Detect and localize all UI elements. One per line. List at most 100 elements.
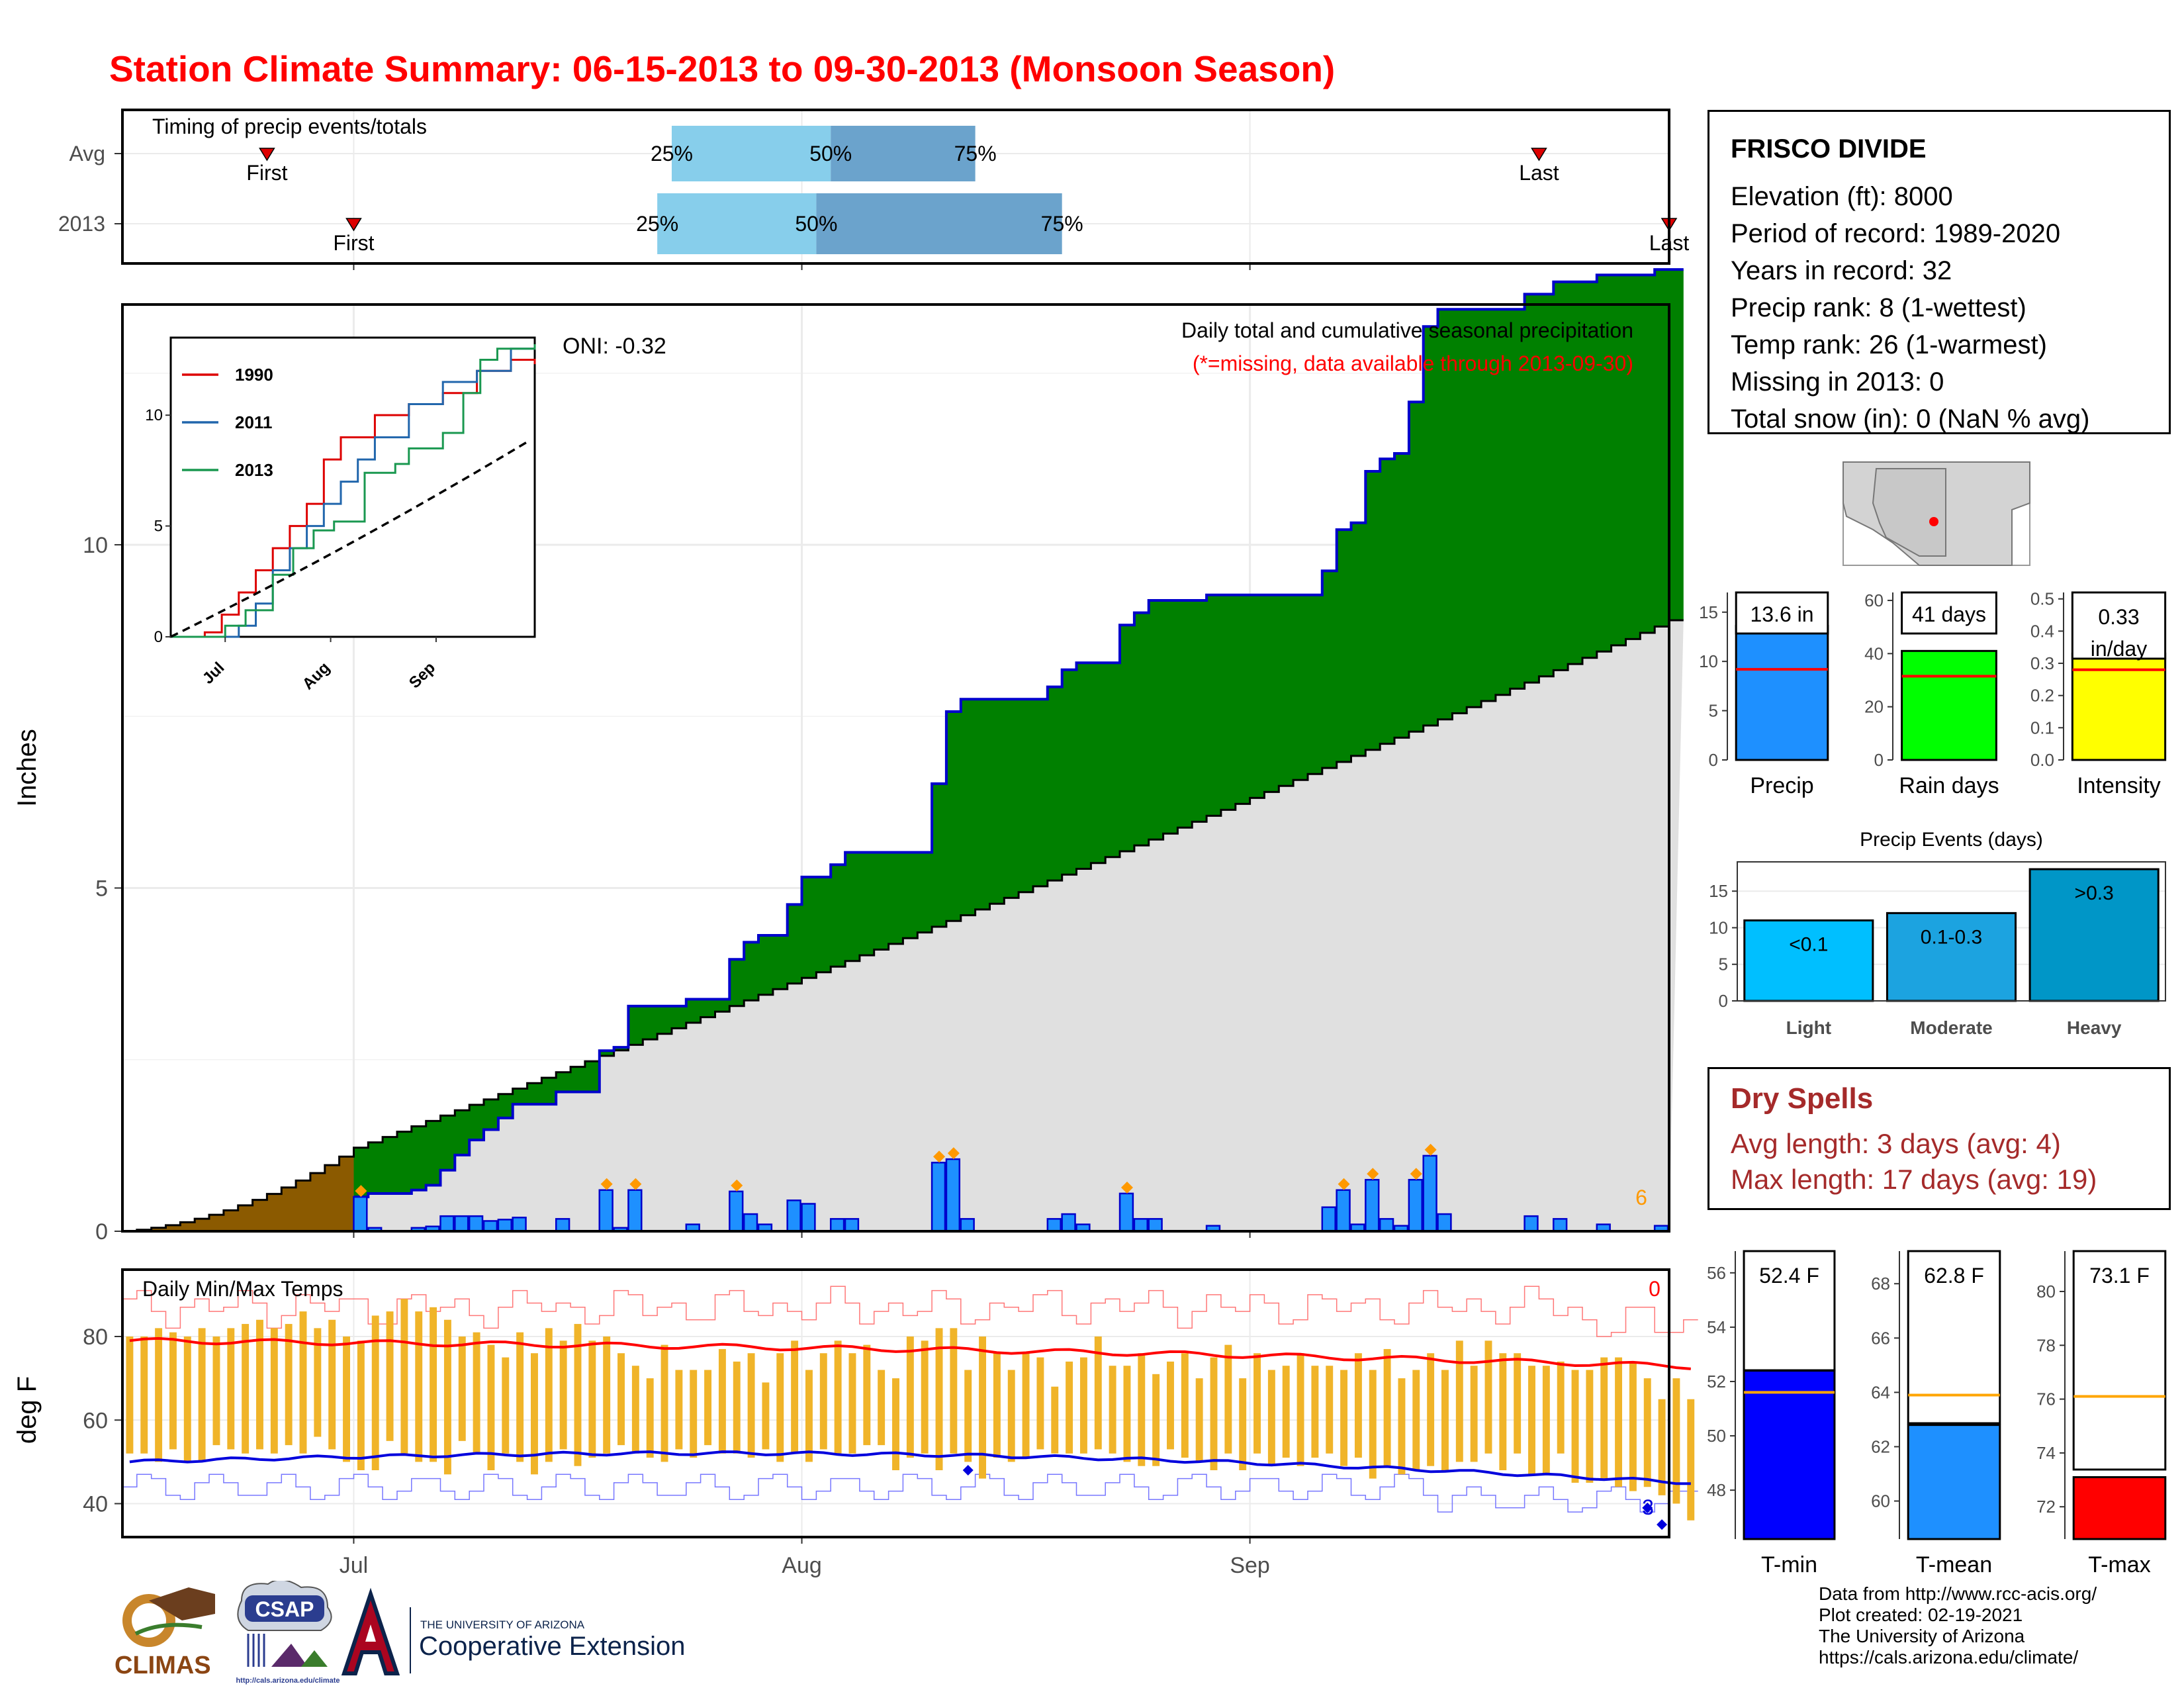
inset-legend-label: 2013	[235, 460, 273, 480]
daily-precip-bar	[1133, 1218, 1148, 1233]
temp-y-tick-label: 60	[83, 1408, 108, 1433]
tmin-summary-bar	[1743, 1370, 1836, 1540]
daily-temp-bar	[1658, 1399, 1666, 1495]
daily-temp-bar	[1326, 1366, 1334, 1454]
tmin-summary-label: T-min	[1761, 1552, 1817, 1577]
precip-summary-bar	[1735, 625, 1829, 761]
climas-logo: CLIMAS	[114, 1587, 215, 1679]
rain-days-summary-value-box	[1901, 591, 1997, 635]
daily-temp-bar	[198, 1328, 206, 1462]
station-period: Period of record: 1989-2020	[1731, 219, 2061, 248]
precip-events-y-tick-label: 0	[1719, 991, 1728, 1011]
university-of-arizona-logo: THE UNIVERSITY OF ARIZONA Cooperative Ex…	[341, 1587, 685, 1675]
timing-bar-50-75	[816, 193, 1062, 254]
temp-y-axis-title: deg F	[13, 1376, 42, 1444]
daily-temp-bar	[1398, 1378, 1406, 1475]
station-snow: Total snow (in): 0 (NaN % avg)	[1731, 404, 2090, 434]
daily-temp-bar	[227, 1328, 235, 1450]
daily-temp-bar	[1427, 1353, 1435, 1466]
rain-days-summary-y-tick-label: 20	[1864, 697, 1884, 717]
timing-bar-50-75	[831, 126, 976, 181]
daily-temp-bar	[1412, 1370, 1420, 1470]
intensity-summary-y-tick-label: 0.2	[2030, 686, 2054, 706]
precip-events-border	[1737, 861, 2166, 1002]
rain-days-summary-y-tick-label: 60	[1864, 590, 1884, 610]
daily-precip-bar	[844, 1218, 860, 1233]
daily-temp-bar	[1383, 1348, 1391, 1466]
main-legend-line2: (*=missing, data available through 2013-…	[1193, 352, 1633, 375]
main-y-axis-title: Inches	[13, 729, 42, 807]
precip-events-category: Moderate	[1910, 1017, 1992, 1038]
timing-row-label: 2013	[58, 212, 105, 236]
daily-temp-bar	[1455, 1340, 1463, 1462]
avg-min-temp-line	[129, 1450, 1691, 1485]
daily-temp-bar	[559, 1340, 567, 1450]
daily-precip-bar	[1437, 1213, 1452, 1233]
intensity-summary-y-tick-label: 0.3	[2030, 653, 2054, 673]
temp-y-tick-label: 40	[83, 1492, 108, 1517]
daily-temp-bar	[791, 1340, 799, 1454]
daily-temp-bar	[126, 1336, 134, 1454]
daily-precip-bar	[960, 1218, 975, 1233]
daily-temp-bar	[646, 1378, 654, 1458]
daily-record-marker	[1120, 1181, 1133, 1194]
temperature-panel: Daily Min/Max Temps 0 3 40 60 80 deg F Jul Aug Se…	[13, 1268, 1698, 1578]
daily-precip-bar	[1061, 1213, 1076, 1233]
daily-temp-bar	[443, 1319, 451, 1475]
daily-temp-bar	[675, 1370, 683, 1450]
credit-line: The University of Arizona	[1819, 1626, 2025, 1646]
daily-temp-bar	[718, 1348, 726, 1454]
daily-temp-bar	[805, 1370, 813, 1462]
daily-record-marker	[1338, 1178, 1350, 1190]
timing-row-label: Avg	[69, 142, 105, 165]
main-y-tick-label: 0	[95, 1219, 108, 1244]
csap-logo: CSAP http://cals.arizona.edu/climate	[236, 1581, 340, 1685]
tmean-summary-y-tick-label: 60	[1871, 1491, 1890, 1511]
daily-temp-bar	[1600, 1357, 1608, 1479]
daily-precip-bar	[598, 1189, 614, 1233]
tmin-summary-y-tick-label: 54	[1707, 1317, 1726, 1337]
rain-days-summary-value-text: 41 days	[1912, 602, 1986, 626]
daily-temp-bar	[357, 1340, 365, 1470]
daily-temp-bar	[140, 1336, 148, 1454]
daily-temp-bar	[574, 1324, 582, 1466]
daily-temp-bar	[1586, 1370, 1594, 1483]
precip-events-y-tick-label: 10	[1709, 917, 1728, 937]
inset-legend-label: 1990	[235, 365, 273, 385]
daily-temp-bar	[343, 1336, 350, 1462]
credit-line: Data from http://www.rcc-acis.org/	[1819, 1583, 2097, 1604]
daily-temp-bar	[1528, 1366, 1535, 1475]
precip-events-category: Light	[1786, 1017, 1831, 1038]
daily-temp-bar	[660, 1344, 668, 1462]
rain-days-summary-y-tick-label: 40	[1864, 643, 1884, 663]
main-legend-line1: Daily total and cumulative seasonal prec…	[1181, 318, 1633, 342]
tmean-summary-y-tick-label: 66	[1871, 1328, 1890, 1348]
inset-y-tick-label: 10	[145, 406, 163, 424]
daily-temp-bar	[516, 1332, 524, 1462]
daily-temp-bar	[617, 1353, 625, 1446]
tmin-summary-y-tick-label: 48	[1707, 1480, 1726, 1500]
tmax-summary-y-tick-label: 78	[2036, 1335, 2056, 1355]
daily-precip-bar	[931, 1162, 946, 1233]
daily-temp-bar	[704, 1370, 712, 1446]
daily-temp-bar	[1571, 1370, 1579, 1483]
daily-temp-bar	[270, 1328, 278, 1454]
timing-percentile-label: 25%	[636, 212, 678, 236]
daily-temp-bar	[1079, 1357, 1087, 1454]
daily-temp-bar	[415, 1311, 423, 1462]
daily-temp-bar	[979, 1336, 987, 1479]
daily-temp-bar	[1615, 1357, 1623, 1487]
daily-temp-bar	[400, 1299, 408, 1454]
timing-percentile-label: 50%	[795, 212, 837, 236]
daily-temp-bar	[1051, 1386, 1059, 1454]
daily-temp-bar	[458, 1336, 466, 1441]
record-low-marker	[962, 1465, 974, 1476]
daily-temp-bar	[1138, 1353, 1146, 1466]
intensity-summary-value-box	[2071, 591, 2167, 660]
location-map	[1843, 461, 2030, 566]
timing-marker-icon	[1531, 148, 1547, 162]
precip-events-category: Heavy	[2067, 1017, 2122, 1038]
precip-summary-label: Precip	[1750, 773, 1813, 798]
daily-precip-bar	[743, 1213, 758, 1233]
temp-panel-border	[121, 1268, 1670, 1538]
